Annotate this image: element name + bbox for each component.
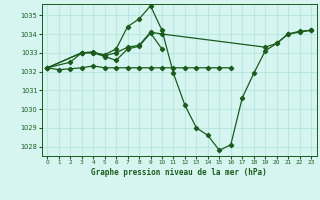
X-axis label: Graphe pression niveau de la mer (hPa): Graphe pression niveau de la mer (hPa)	[91, 168, 267, 177]
